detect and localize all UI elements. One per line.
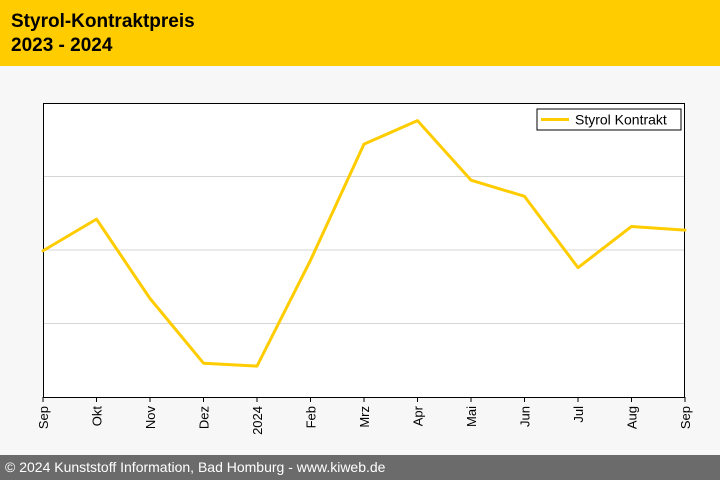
x-tick-label: Mai <box>464 406 479 427</box>
x-tick-label: 2024 <box>250 406 265 435</box>
x-tick-label: Feb <box>304 406 319 428</box>
x-tick-label: Sep <box>678 406 693 429</box>
copyright-text: © 2024 Kunststoff Information, Bad Hombu… <box>5 459 386 475</box>
chart-title: Styrol-Kontraktpreis <box>11 11 195 32</box>
legend: Styrol Kontrakt <box>536 108 682 131</box>
x-tick-label: Sep <box>36 406 51 429</box>
chart-area: Sep Okt Nov Dez 2024 Feb Mrz Apr Mai Jun Jul Aug Sep… <box>0 66 720 455</box>
x-tick-label: Mrz <box>357 406 372 428</box>
line-chart: Sep Okt Nov Dez 2024 Feb Mrz Apr Mai Jun Jul Aug Sep… <box>36 103 693 435</box>
x-tick-label: Aug <box>625 406 640 429</box>
series-line <box>41 119 687 368</box>
copyright-footer: © 2024 Kunststoff Information, Bad Hombu… <box>0 455 720 480</box>
x-tick-label: Nov <box>143 406 158 430</box>
x-tick-label: Dez <box>197 406 212 429</box>
x-tick-label: Jun <box>518 406 533 427</box>
x-tick-label: Jul <box>571 406 586 423</box>
chart-header: Styrol-Kontraktpreis 2023 - 2024 <box>0 0 720 66</box>
chart-period: 2023 - 2024 <box>11 35 113 56</box>
x-tick-label: Okt <box>90 406 105 427</box>
x-tick-label: Apr <box>411 405 426 426</box>
legend-box <box>536 108 682 131</box>
legend-label: Styrol Kontrakt <box>575 112 667 128</box>
